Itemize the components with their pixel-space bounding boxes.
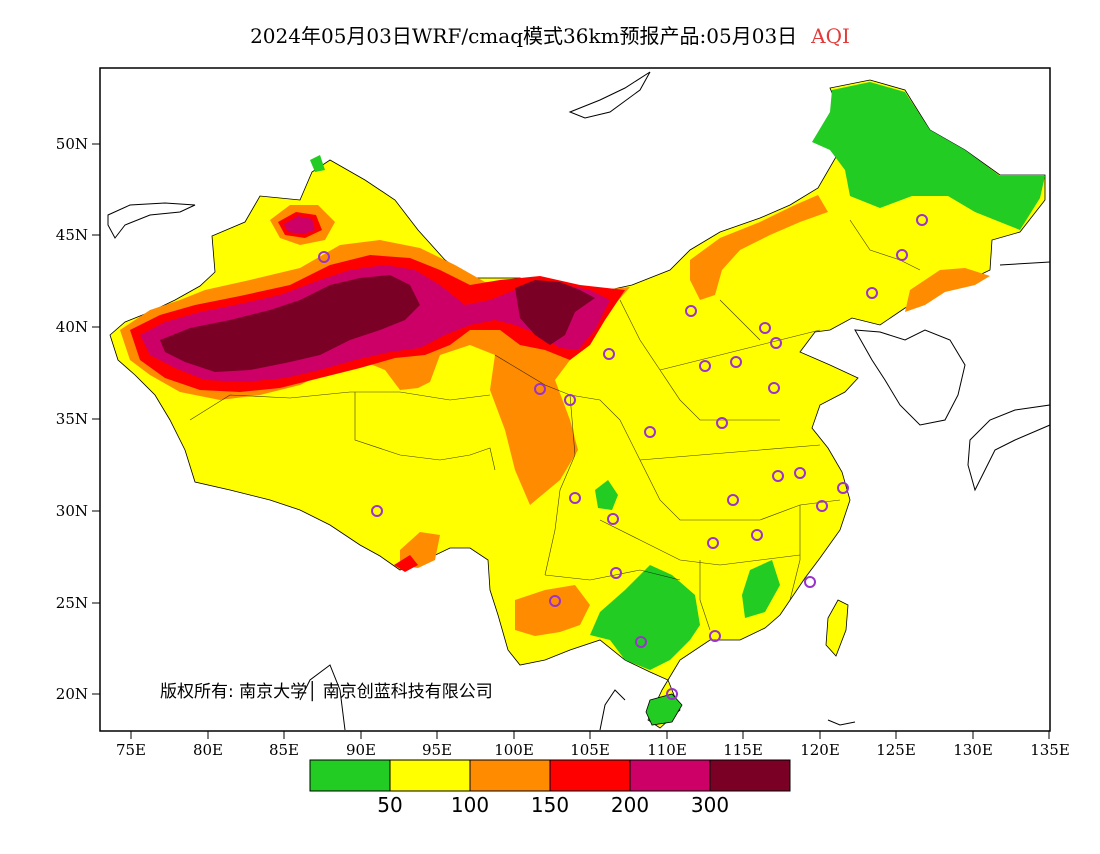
copyright-text: 版权所有: 南京大学│ 南京创蓝科技有限公司 [160, 681, 493, 702]
legend-label-50: 50 [377, 793, 402, 817]
aqi-zone-usg-north [690, 195, 828, 300]
legend-swatch-unhealthy [549, 759, 631, 792]
lon-tick-115e: 115E [723, 741, 763, 759]
legend-swatch-usg [469, 759, 551, 792]
lat-tick-40n: 40N [56, 318, 88, 336]
lat-axis [92, 143, 100, 695]
lon-tick-80e: 80E [193, 741, 223, 759]
legend-swatch-good [309, 759, 391, 792]
aqi-zone-very-unhealthy-xj [284, 216, 315, 234]
lat-tick-45n: 45N [56, 226, 88, 244]
lon-tick-135e: 135E [1030, 741, 1070, 759]
aqi-zone-good-south [590, 565, 700, 670]
legend-label-100: 100 [451, 793, 489, 817]
map-title: 2024年05月03日WRF/cmaq模式36km预报产品:05月03日 AQI [0, 20, 1100, 49]
aqi-zone-usg-southwest [515, 585, 590, 636]
station-markers [318, 214, 928, 700]
variable-label: AQI [811, 24, 850, 48]
aqi-zone-good-xj [310, 155, 325, 172]
lon-tick-100e: 100E [494, 741, 534, 759]
lon-axis [130, 731, 1050, 739]
lon-tick-75e: 75E [116, 741, 146, 759]
lon-tick-105e: 105E [570, 741, 610, 759]
aqi-zone-unhealthy-tibet [394, 555, 418, 572]
lat-tick-30n: 30N [56, 502, 88, 520]
title-text: 2024年05月03日WRF/cmaq模式36km预报产品:05月03日 [250, 24, 798, 48]
aqi-zone-good-sichuan [595, 480, 618, 510]
aqi-zone-taiwan [825, 599, 849, 657]
legend-swatch-hazardous [709, 759, 791, 792]
lat-tick-50n: 50N [56, 135, 88, 153]
lon-tick-125e: 125E [876, 741, 916, 759]
aqi-zone-usg-northeast [905, 268, 990, 312]
lon-tick-95e: 95E [422, 741, 452, 759]
legend-label-150: 150 [531, 793, 569, 817]
lon-tick-90e: 90E [346, 741, 376, 759]
lat-tick-25n: 25N [56, 594, 88, 612]
aqi-zone-hazardous-taklimakan [160, 275, 420, 372]
lon-tick-130e: 130E [953, 741, 993, 759]
lat-tick-35n: 35N [56, 410, 88, 428]
lat-tick-20n: 20N [56, 685, 88, 703]
legend-label-200: 200 [611, 793, 649, 817]
neighbour-coastlines [107, 71, 1051, 731]
lon-tick-120e: 120E [800, 741, 840, 759]
map-frame [99, 67, 1051, 732]
legend-label-300: 300 [691, 793, 729, 817]
legend-swatch-moderate [389, 759, 471, 792]
aqi-zone-hazardous-gobi [515, 280, 595, 345]
aqi-zone-good-hainan [645, 693, 683, 726]
lon-tick-85e: 85E [269, 741, 299, 759]
province-boundaries [189, 219, 921, 631]
lon-tick-110e: 110E [647, 741, 687, 759]
aqi-zone-good-northeast [812, 82, 1045, 230]
legend-swatch-very-unhealthy [629, 759, 711, 792]
legend: 50 100 150 200 300 [309, 759, 791, 817]
aqi-zone-good-east [742, 560, 780, 618]
